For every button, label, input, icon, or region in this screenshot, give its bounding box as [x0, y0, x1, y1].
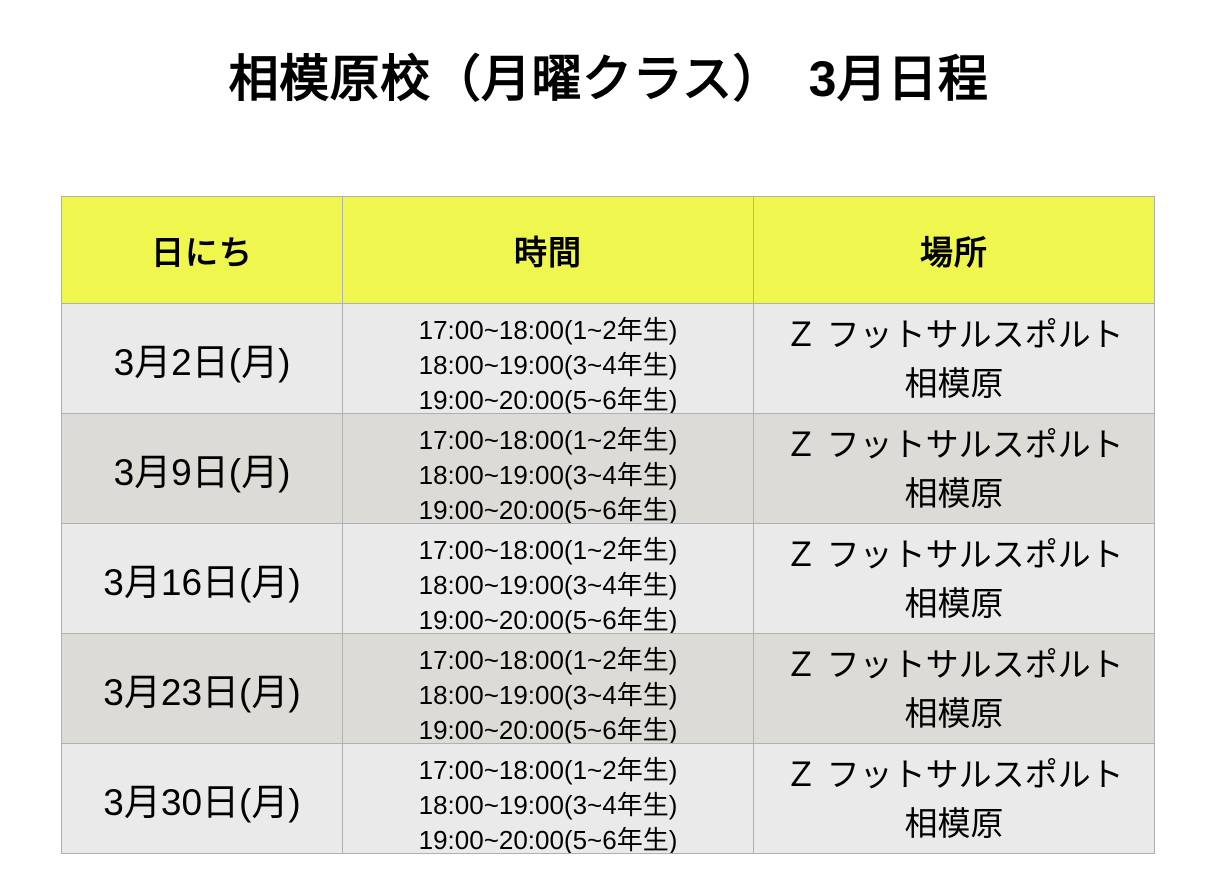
time-list: 17:00~18:00(1~2年生) 18:00~19:00(3~4年生) 19… [344, 643, 753, 744]
schedule-table: 日にち 時間 場所 3月2日(月) 17:00~18:00(1~2年生) 18:… [61, 196, 1155, 854]
time-slot: 17:00~18:00(1~2年生) [418, 425, 678, 455]
time-slot: 18:00~19:00(3~4年生) [418, 790, 678, 820]
time-slot: 18:00~19:00(3~4年生) [418, 570, 678, 600]
cell-place: Ｚ フットサルスポルト 相模原 [753, 523, 1155, 634]
place-text: Ｚ フットサルスポルト 相模原 [755, 530, 1154, 628]
time-slot: 19:00~20:00(5~6年生) [418, 385, 678, 414]
place-line: 相模原 [904, 585, 1004, 622]
time-slot: 18:00~19:00(3~4年生) [418, 460, 678, 490]
cell-place: Ｚ フットサルスポルト 相模原 [753, 743, 1155, 854]
place-line: 相模原 [904, 805, 1004, 842]
cell-place: Ｚ フットサルスポルト 相模原 [753, 633, 1155, 744]
table-row: 3月30日(月) 17:00~18:00(1~2年生) 18:00~19:00(… [61, 743, 1155, 854]
time-slot: 18:00~19:00(3~4年生) [418, 350, 678, 380]
place-line: Ｚ フットサルスポルト [784, 756, 1124, 793]
place-line: 相模原 [904, 365, 1004, 402]
place-line: Ｚ フットサルスポルト [784, 646, 1124, 683]
time-slot: 17:00~18:00(1~2年生) [418, 535, 678, 565]
table-row: 3月9日(月) 17:00~18:00(1~2年生) 18:00~19:00(3… [61, 413, 1155, 524]
table-header: 日にち 時間 場所 [61, 196, 1155, 304]
time-slot: 19:00~20:00(5~6年生) [418, 715, 678, 744]
cell-date: 3月16日(月) [61, 523, 343, 634]
time-list: 17:00~18:00(1~2年生) 18:00~19:00(3~4年生) 19… [344, 423, 753, 524]
cell-time: 17:00~18:00(1~2年生) 18:00~19:00(3~4年生) 19… [342, 303, 754, 414]
cell-place: Ｚ フットサルスポルト 相模原 [753, 413, 1155, 524]
table-header-row: 日にち 時間 場所 [61, 196, 1155, 304]
time-slot: 17:00~18:00(1~2年生) [418, 315, 678, 345]
column-header-date: 日にち [61, 196, 343, 304]
place-text: Ｚ フットサルスポルト 相模原 [755, 750, 1154, 848]
table-row: 3月16日(月) 17:00~18:00(1~2年生) 18:00~19:00(… [61, 523, 1155, 634]
cell-date: 3月30日(月) [61, 743, 343, 854]
cell-time: 17:00~18:00(1~2年生) 18:00~19:00(3~4年生) 19… [342, 743, 754, 854]
cell-time: 17:00~18:00(1~2年生) 18:00~19:00(3~4年生) 19… [342, 633, 754, 744]
cell-date: 3月23日(月) [61, 633, 343, 744]
table-row: 3月2日(月) 17:00~18:00(1~2年生) 18:00~19:00(3… [61, 303, 1155, 414]
column-header-place: 場所 [753, 196, 1155, 304]
time-slot: 17:00~18:00(1~2年生) [418, 755, 678, 785]
place-text: Ｚ フットサルスポルト 相模原 [755, 640, 1154, 738]
place-line: Ｚ フットサルスポルト [784, 426, 1124, 463]
place-line: 相模原 [904, 475, 1004, 512]
cell-date: 3月2日(月) [61, 303, 343, 414]
time-list: 17:00~18:00(1~2年生) 18:00~19:00(3~4年生) 19… [344, 753, 753, 854]
time-slot: 18:00~19:00(3~4年生) [418, 680, 678, 710]
time-slot: 17:00~18:00(1~2年生) [418, 645, 678, 675]
place-text: Ｚ フットサルスポルト 相模原 [755, 310, 1154, 408]
column-header-time: 時間 [342, 196, 754, 304]
place-line: Ｚ フットサルスポルト [784, 536, 1124, 573]
cell-time: 17:00~18:00(1~2年生) 18:00~19:00(3~4年生) 19… [342, 413, 754, 524]
cell-date: 3月9日(月) [61, 413, 343, 524]
table-row: 3月23日(月) 17:00~18:00(1~2年生) 18:00~19:00(… [61, 633, 1155, 744]
time-list: 17:00~18:00(1~2年生) 18:00~19:00(3~4年生) 19… [344, 533, 753, 634]
table-body: 3月2日(月) 17:00~18:00(1~2年生) 18:00~19:00(3… [61, 303, 1155, 854]
place-text: Ｚ フットサルスポルト 相模原 [755, 420, 1154, 518]
place-line: Ｚ フットサルスポルト [784, 316, 1124, 353]
time-slot: 19:00~20:00(5~6年生) [418, 495, 678, 524]
time-list: 17:00~18:00(1~2年生) 18:00~19:00(3~4年生) 19… [344, 313, 753, 414]
cell-place: Ｚ フットサルスポルト 相模原 [753, 303, 1155, 414]
time-slot: 19:00~20:00(5~6年生) [418, 825, 678, 854]
page-title: 相模原校（月曜クラス） 3月日程 [228, 51, 989, 107]
time-slot: 19:00~20:00(5~6年生) [418, 605, 678, 634]
place-line: 相模原 [904, 695, 1004, 732]
cell-time: 17:00~18:00(1~2年生) 18:00~19:00(3~4年生) 19… [342, 523, 754, 634]
